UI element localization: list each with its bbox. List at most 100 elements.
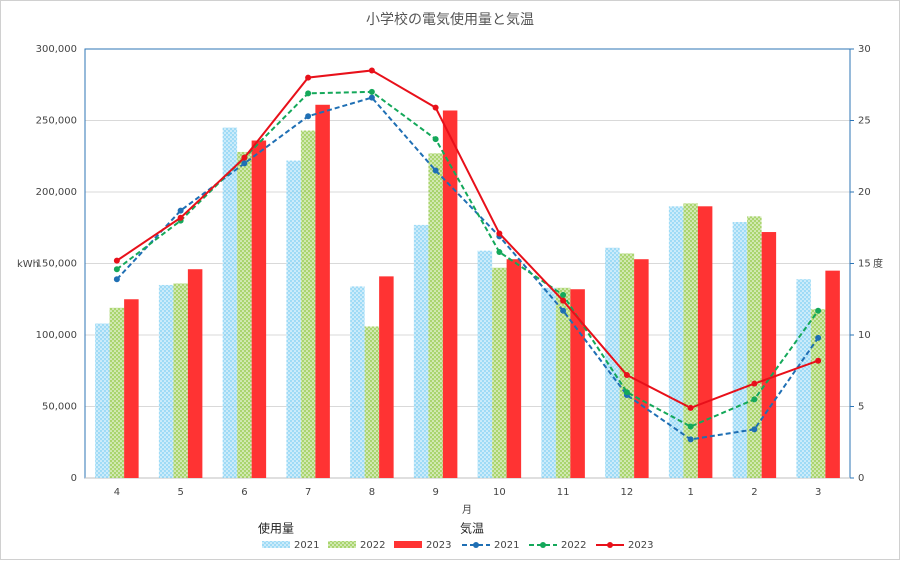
bar bbox=[222, 127, 238, 479]
bar bbox=[619, 253, 635, 478]
bar bbox=[825, 270, 840, 478]
legend-label: 2023 bbox=[426, 540, 451, 551]
x-tick-label: 11 bbox=[557, 487, 570, 498]
line-point bbox=[687, 404, 694, 411]
line-point bbox=[815, 307, 822, 314]
bar bbox=[286, 160, 301, 479]
bar bbox=[109, 307, 125, 478]
line-point bbox=[751, 380, 758, 387]
x-tick-label: 10 bbox=[493, 487, 506, 498]
y2-tick-label: 15 bbox=[858, 259, 871, 270]
line-point bbox=[368, 67, 375, 74]
line-point bbox=[687, 423, 694, 430]
bar bbox=[570, 289, 585, 478]
y-tick-label: 100,000 bbox=[36, 330, 77, 341]
bar bbox=[555, 287, 571, 478]
line-point bbox=[368, 94, 375, 101]
bar bbox=[442, 110, 458, 479]
line-point bbox=[751, 396, 758, 403]
bar bbox=[605, 247, 620, 478]
x-tick-label: 7 bbox=[305, 487, 311, 498]
line-point bbox=[177, 214, 184, 221]
bar bbox=[187, 269, 203, 478]
legend-swatch bbox=[328, 541, 356, 548]
x-tick-label: 6 bbox=[241, 487, 247, 498]
bar bbox=[683, 203, 698, 478]
x-tick-label: 12 bbox=[621, 487, 634, 498]
legend-label: 2021 bbox=[294, 540, 319, 551]
bar bbox=[428, 153, 443, 478]
x-tick-label: 2 bbox=[751, 487, 757, 498]
bar bbox=[697, 206, 713, 479]
line-point bbox=[560, 297, 567, 304]
legend-marker bbox=[607, 542, 613, 548]
x-tick-label: 4 bbox=[114, 487, 120, 498]
y-tick-label: 300,000 bbox=[36, 44, 77, 55]
legend-label: 2022 bbox=[561, 540, 586, 551]
line-point bbox=[177, 207, 184, 214]
bar bbox=[796, 279, 811, 478]
line-point bbox=[241, 160, 248, 167]
bar bbox=[95, 323, 110, 478]
line-point bbox=[113, 257, 120, 264]
line-point bbox=[368, 88, 375, 95]
legend-group-title: 気温 bbox=[460, 521, 484, 536]
line-point bbox=[113, 266, 120, 273]
y-tick-label: 0 bbox=[71, 473, 77, 484]
line-point bbox=[623, 389, 630, 396]
bar bbox=[413, 224, 429, 478]
chart-title: 小学校の電気使用量と気温 bbox=[366, 11, 534, 28]
bar bbox=[810, 309, 826, 478]
bar bbox=[492, 267, 507, 478]
bar bbox=[541, 287, 556, 478]
bar bbox=[668, 206, 684, 479]
line-point bbox=[305, 113, 312, 120]
bar bbox=[364, 326, 380, 478]
y2-tick-label: 30 bbox=[858, 44, 871, 55]
line-point bbox=[432, 167, 439, 174]
legend-label: 2021 bbox=[494, 540, 519, 551]
y2-tick-label: 20 bbox=[858, 187, 871, 198]
legend-marker bbox=[540, 542, 546, 548]
y-tick-label: 50,000 bbox=[42, 402, 77, 413]
legend-marker bbox=[473, 542, 479, 548]
line-point bbox=[815, 357, 822, 364]
legend-group-title: 使用量 bbox=[258, 521, 294, 536]
bar bbox=[506, 259, 522, 478]
legend-swatch bbox=[394, 541, 422, 548]
line-point bbox=[496, 249, 503, 256]
line-point bbox=[241, 154, 248, 161]
bar bbox=[124, 299, 139, 478]
y2-tick-label: 10 bbox=[858, 330, 871, 341]
line-point bbox=[496, 230, 503, 237]
x-tick-label: 3 bbox=[815, 487, 821, 498]
line bbox=[116, 69, 819, 410]
legend-label: 2023 bbox=[628, 540, 653, 551]
y-tick-label: 150,000 bbox=[36, 259, 77, 270]
legend-label: 2022 bbox=[360, 540, 385, 551]
legend-swatch bbox=[262, 541, 290, 548]
line-point bbox=[560, 291, 567, 298]
y-tick-label: 200,000 bbox=[36, 187, 77, 198]
bar bbox=[251, 140, 267, 478]
bar bbox=[237, 151, 252, 478]
line-point bbox=[623, 372, 630, 379]
bar bbox=[350, 286, 365, 478]
y2-tick-label: 25 bbox=[858, 116, 871, 127]
x-tick-label: 8 bbox=[369, 487, 375, 498]
line-point bbox=[687, 436, 694, 443]
x-axis-label: 月 bbox=[462, 504, 472, 516]
bar bbox=[477, 250, 493, 478]
y2-axis-label: 度 bbox=[873, 257, 883, 270]
line-point bbox=[751, 426, 758, 433]
x-tick-label: 9 bbox=[432, 487, 438, 498]
y-tick-label: 250,000 bbox=[36, 116, 77, 127]
y-axis-label: kWh bbox=[17, 259, 39, 270]
line-point bbox=[305, 74, 312, 81]
x-tick-label: 5 bbox=[177, 487, 183, 498]
line-point bbox=[432, 136, 439, 143]
line-point bbox=[815, 334, 822, 341]
y2-tick-label: 5 bbox=[858, 402, 864, 413]
bar bbox=[300, 130, 316, 478]
